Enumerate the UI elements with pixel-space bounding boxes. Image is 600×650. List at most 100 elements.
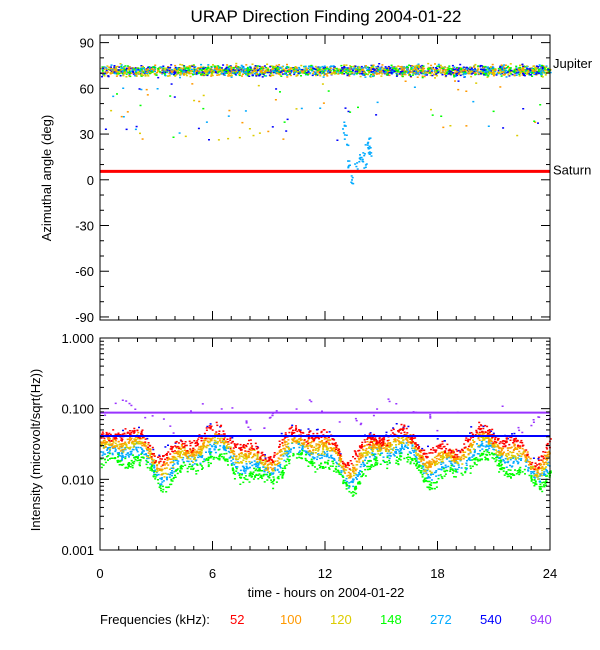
azimuth-point <box>492 66 495 69</box>
intensity-point-148 <box>197 469 200 472</box>
intensity-point-272 <box>172 459 175 462</box>
azimuth-point <box>371 65 374 67</box>
intensity-point-272 <box>545 470 548 472</box>
intensity-point-120 <box>164 472 167 475</box>
azimuth-point <box>375 114 378 116</box>
intensity-point-148 <box>103 458 106 461</box>
azimuth-point <box>166 71 169 74</box>
azimuth-point <box>119 69 122 71</box>
azimuth-point <box>542 69 545 71</box>
intensity-point-272 <box>381 452 384 454</box>
intensity-point-148 <box>374 459 377 462</box>
azimuth-point <box>103 66 106 68</box>
intensity-point-272 <box>155 474 158 477</box>
azimuth-point <box>422 65 425 67</box>
intensity-point-148 <box>281 471 284 473</box>
azimuth-point <box>431 74 434 77</box>
azimuth-point <box>261 76 264 78</box>
intensity-point-148 <box>416 462 418 464</box>
intensity-point-148 <box>301 450 304 452</box>
azimuth-point <box>309 66 312 68</box>
intensity-point-148 <box>501 467 504 469</box>
intensity-point-120 <box>303 441 306 444</box>
intensity-point-272 <box>125 453 128 456</box>
intensity-point-272 <box>538 475 541 477</box>
azimuth-point <box>291 67 294 69</box>
azimuth-point <box>166 69 169 71</box>
azimuth-point <box>240 70 243 72</box>
azimuth-point <box>185 67 188 69</box>
azimuth-point <box>410 68 413 70</box>
azimuth-point <box>205 68 208 71</box>
intensity-point-148 <box>477 460 480 462</box>
intensity-point-120 <box>537 478 540 480</box>
azimuth-point <box>313 67 316 70</box>
azimuth-point <box>539 68 542 70</box>
intensity-point-272 <box>330 455 332 457</box>
azimuth-point <box>340 70 342 72</box>
intensity-point-120 <box>299 444 302 446</box>
azimuth-point <box>172 136 175 138</box>
azimuth-point <box>163 72 166 75</box>
intensity-point-272 <box>538 480 541 483</box>
azimuth-point <box>155 74 158 76</box>
intensity-point-148 <box>445 469 448 472</box>
intensity-point-148 <box>314 471 317 473</box>
intensity-point-148 <box>235 467 238 470</box>
intensity-point-272 <box>211 445 214 447</box>
intensity-point-148 <box>345 485 348 487</box>
intensity-point-272 <box>121 458 124 460</box>
azimuth-point <box>533 68 536 70</box>
azimuth-point <box>116 71 118 73</box>
azimuth-point <box>237 68 240 70</box>
intensity-point-120 <box>500 454 503 456</box>
azimuth-point <box>499 65 502 68</box>
intensity-point-120 <box>434 461 437 463</box>
azimuth-point <box>542 70 545 72</box>
azimuth-point <box>452 67 454 69</box>
intensity-point-272 <box>389 455 392 457</box>
azimuth-point <box>145 88 148 91</box>
azimuth-point <box>486 70 489 73</box>
intensity-point-120 <box>268 471 270 473</box>
azimuth-point <box>360 65 363 68</box>
azimuth-point <box>429 68 432 71</box>
azimuth-point <box>508 71 511 73</box>
azimuth-point <box>135 75 138 77</box>
intensity-point-272 <box>157 473 160 476</box>
intensity-point-120 <box>155 461 158 464</box>
intensity-point-148 <box>430 488 433 490</box>
azimuth-point <box>322 67 325 69</box>
azimuth-point <box>366 69 368 71</box>
intensity-point-148 <box>490 452 493 454</box>
intensity-point-120 <box>136 434 139 436</box>
azimuth-point <box>201 72 204 74</box>
azimuth-point <box>322 102 325 104</box>
intensity-point-272 <box>223 449 226 451</box>
azimuth-point <box>476 69 479 72</box>
azimuth-point <box>379 67 382 70</box>
azimuth-point <box>290 70 293 72</box>
intensity-point-120 <box>389 448 392 450</box>
azimuth-point <box>230 76 233 78</box>
azimuth-point <box>541 64 543 67</box>
azimuth-point <box>241 73 244 75</box>
intensity-point-272 <box>364 457 367 459</box>
jupiter-label: Jupiter <box>553 56 593 71</box>
intensity-point-940 <box>169 425 172 427</box>
azimuth-point <box>439 70 442 72</box>
intensity-point-120 <box>483 439 486 441</box>
azimuth-point <box>189 67 192 69</box>
azimuth-point <box>501 65 504 68</box>
intensity-point-120 <box>497 454 499 456</box>
intensity-point-148 <box>485 457 488 460</box>
intensity-point-148 <box>364 475 367 477</box>
azimuth-point <box>227 66 229 68</box>
azimuth-point <box>199 74 202 76</box>
intensity-point-272 <box>355 476 357 479</box>
intensity-point-148 <box>165 486 168 488</box>
azimuth-point <box>476 68 479 71</box>
azimuth-point <box>437 70 440 73</box>
azimuth-point <box>239 66 242 69</box>
azimuth-point <box>281 66 284 68</box>
